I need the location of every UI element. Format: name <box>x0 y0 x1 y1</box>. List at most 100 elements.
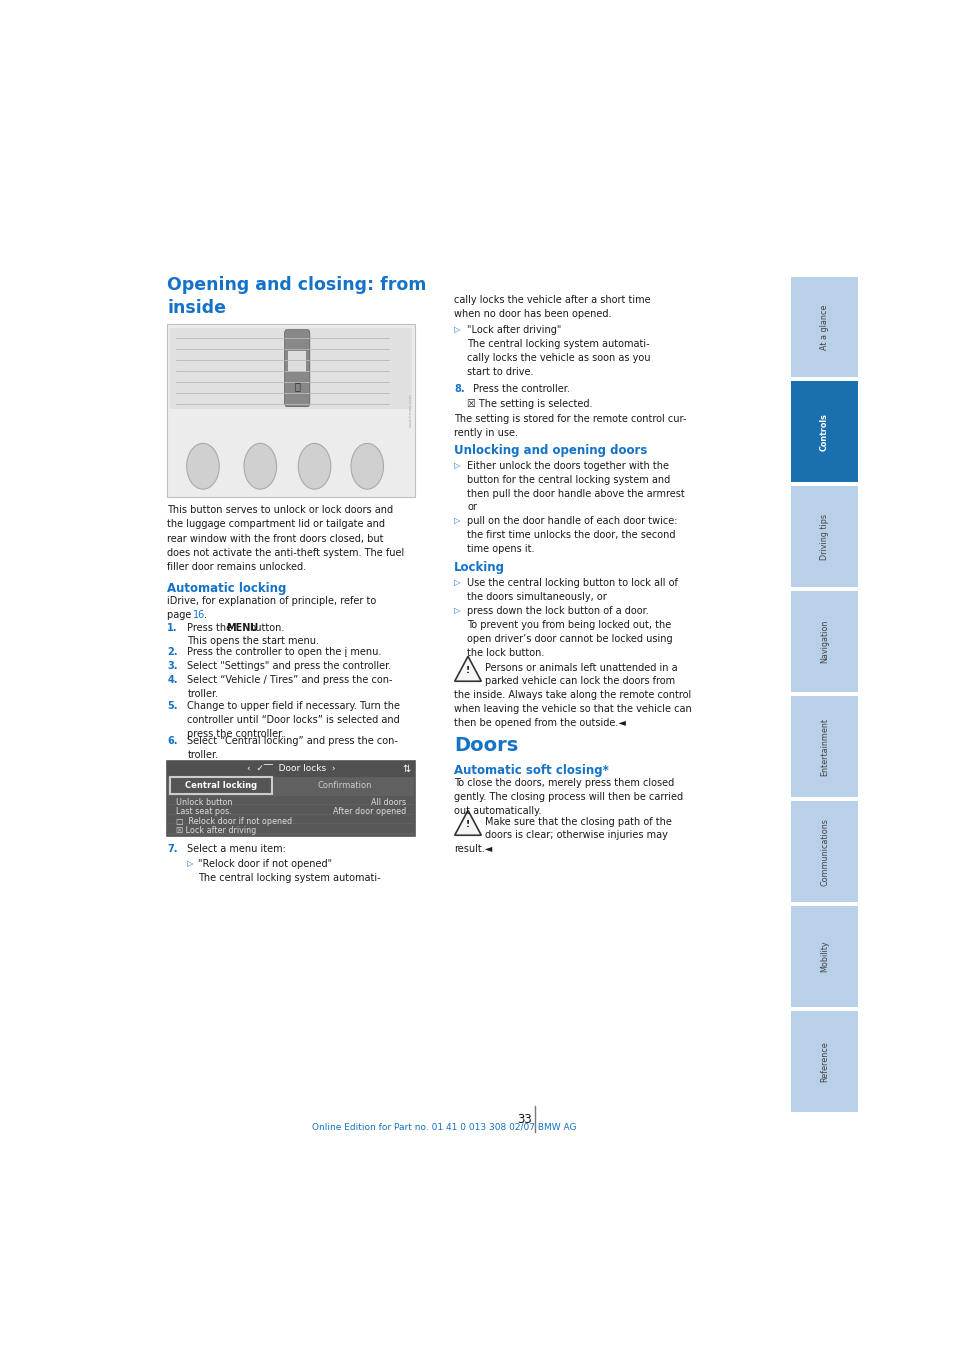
Text: To prevent you from being locked out, the: To prevent you from being locked out, th… <box>467 620 671 631</box>
Text: Communications: Communications <box>820 817 828 885</box>
Text: ☒ The setting is selected.: ☒ The setting is selected. <box>467 399 592 408</box>
FancyBboxPatch shape <box>167 761 415 777</box>
Text: out automatically.: out automatically. <box>454 805 541 816</box>
Text: the first time unlocks the door, the second: the first time unlocks the door, the sec… <box>467 530 675 540</box>
Text: □  Relock door if not opened: □ Relock door if not opened <box>176 816 292 825</box>
Text: ‹  ✓‾‾  Door locks  ›: ‹ ✓‾‾ Door locks › <box>247 765 335 773</box>
Text: 6.: 6. <box>167 736 177 746</box>
Text: controller until “Door locks” is selected and: controller until “Door locks” is selecte… <box>187 715 399 725</box>
FancyBboxPatch shape <box>790 486 857 588</box>
Text: ▷: ▷ <box>454 326 460 334</box>
Text: All doors: All doors <box>371 797 406 807</box>
Text: Select "Settings" and press the controller.: Select "Settings" and press the controll… <box>187 661 392 671</box>
Text: Either unlock the doors together with the: Either unlock the doors together with th… <box>467 461 668 471</box>
Text: Locking: Locking <box>454 561 504 574</box>
Text: when leaving the vehicle so that the vehicle can: when leaving the vehicle so that the veh… <box>454 704 691 715</box>
Text: result.◄: result.◄ <box>454 844 492 854</box>
FancyBboxPatch shape <box>167 805 415 813</box>
Text: To close the doors, merely press them closed: To close the doors, merely press them cl… <box>454 778 674 788</box>
Text: gently. The closing process will then be carried: gently. The closing process will then be… <box>454 792 682 802</box>
Text: .: . <box>204 611 208 620</box>
Text: then be opened from the outside.◄: then be opened from the outside.◄ <box>454 719 625 728</box>
Text: At a glance: At a glance <box>820 304 828 350</box>
Text: Press the controller.: Press the controller. <box>472 384 569 394</box>
Text: 8.: 8. <box>454 384 464 394</box>
Text: 7.: 7. <box>167 843 177 854</box>
Text: Controls: Controls <box>820 413 828 451</box>
Text: Confirmation: Confirmation <box>317 781 372 789</box>
FancyBboxPatch shape <box>790 592 857 692</box>
Text: Select “Central locking” and press the con-: Select “Central locking” and press the c… <box>187 736 398 746</box>
Text: the doors simultaneously, or: the doors simultaneously, or <box>467 592 606 601</box>
Text: Opening and closing: from: Opening and closing: from <box>167 276 426 295</box>
FancyBboxPatch shape <box>167 824 415 832</box>
Text: Last seat pos.: Last seat pos. <box>176 807 232 816</box>
FancyBboxPatch shape <box>170 777 272 793</box>
FancyBboxPatch shape <box>170 328 412 408</box>
Text: ▷: ▷ <box>454 461 460 470</box>
Text: Make sure that the closing path of the: Make sure that the closing path of the <box>484 816 671 827</box>
FancyBboxPatch shape <box>288 351 306 372</box>
Text: pull on the door handle of each door twice:: pull on the door handle of each door twi… <box>467 516 677 527</box>
Text: !: ! <box>465 820 470 830</box>
Text: when no door has been opened.: when no door has been opened. <box>454 309 611 319</box>
Text: open driver’s door cannot be locked using: open driver’s door cannot be locked usin… <box>467 634 672 644</box>
Text: 2.: 2. <box>167 647 177 657</box>
Text: 4.: 4. <box>167 676 177 685</box>
Text: "Lock after driving": "Lock after driving" <box>467 326 561 335</box>
Text: Online Edition for Part no. 01 41 0 013 308 02/07 BMW AG: Online Edition for Part no. 01 41 0 013 … <box>312 1123 577 1132</box>
Text: ☒ Lock after driving: ☒ Lock after driving <box>176 825 256 835</box>
Text: ▷: ▷ <box>454 578 460 586</box>
FancyBboxPatch shape <box>790 381 857 482</box>
FancyBboxPatch shape <box>167 815 415 823</box>
Text: page: page <box>167 611 194 620</box>
Text: !: ! <box>465 666 470 676</box>
Text: or: or <box>467 503 476 512</box>
Text: button for the central locking system and: button for the central locking system an… <box>467 474 670 485</box>
Text: Change to upper field if necessary. Turn the: Change to upper field if necessary. Turn… <box>187 701 400 711</box>
Text: Use the central locking button to lock all of: Use the central locking button to lock a… <box>467 578 678 588</box>
Circle shape <box>244 443 276 489</box>
Text: ▷: ▷ <box>187 859 193 867</box>
Text: time opens it.: time opens it. <box>467 544 535 554</box>
Text: inside: inside <box>167 299 226 317</box>
Text: Unlock button: Unlock button <box>176 797 233 807</box>
Text: 33: 33 <box>517 1113 531 1125</box>
Text: This opens the start menu.: This opens the start menu. <box>187 636 319 646</box>
Text: 16: 16 <box>193 611 205 620</box>
FancyBboxPatch shape <box>284 330 310 407</box>
Text: The central locking system automati-: The central locking system automati- <box>467 339 649 349</box>
Text: start to drive.: start to drive. <box>467 367 533 377</box>
Text: After door opened: After door opened <box>333 807 406 816</box>
Text: press down the lock button of a door.: press down the lock button of a door. <box>467 607 648 616</box>
Text: ▷: ▷ <box>454 607 460 616</box>
Text: the inside. Always take along the remote control: the inside. Always take along the remote… <box>454 690 691 700</box>
Text: Automatic soft closing*: Automatic soft closing* <box>454 765 608 777</box>
FancyBboxPatch shape <box>790 801 857 902</box>
Text: Reference: Reference <box>820 1042 828 1082</box>
Text: troller.: troller. <box>187 689 218 698</box>
Text: The setting is stored for the remote control cur-: The setting is stored for the remote con… <box>454 413 686 424</box>
Text: button.: button. <box>249 623 285 632</box>
Polygon shape <box>455 811 481 835</box>
Text: Automatic locking: Automatic locking <box>167 582 286 594</box>
Text: Select “Vehicle / Tires” and press the con-: Select “Vehicle / Tires” and press the c… <box>187 676 393 685</box>
Text: Doors: Doors <box>454 736 517 755</box>
Text: Central locking: Central locking <box>185 781 256 789</box>
Text: ▷: ▷ <box>454 516 460 526</box>
Text: Press the: Press the <box>187 623 235 632</box>
FancyBboxPatch shape <box>790 1011 857 1112</box>
Text: press the controller.: press the controller. <box>187 728 284 739</box>
FancyBboxPatch shape <box>167 324 415 497</box>
Text: This button serves to unlock or lock doors and
the luggage compartment lid or ta: This button serves to unlock or lock doo… <box>167 505 404 573</box>
Text: Persons or animals left unattended in a: Persons or animals left unattended in a <box>484 662 677 673</box>
Text: 3.: 3. <box>167 661 177 671</box>
Text: Select a menu item:: Select a menu item: <box>187 843 286 854</box>
Text: doors is clear; otherwise injuries may: doors is clear; otherwise injuries may <box>484 831 667 840</box>
Text: troller.: troller. <box>187 750 218 759</box>
Text: parked vehicle can lock the doors from: parked vehicle can lock the doors from <box>484 677 675 686</box>
Polygon shape <box>455 657 481 681</box>
Text: the lock button.: the lock button. <box>467 648 544 658</box>
Text: 1.: 1. <box>167 623 177 632</box>
Text: MENU: MENU <box>226 623 258 632</box>
